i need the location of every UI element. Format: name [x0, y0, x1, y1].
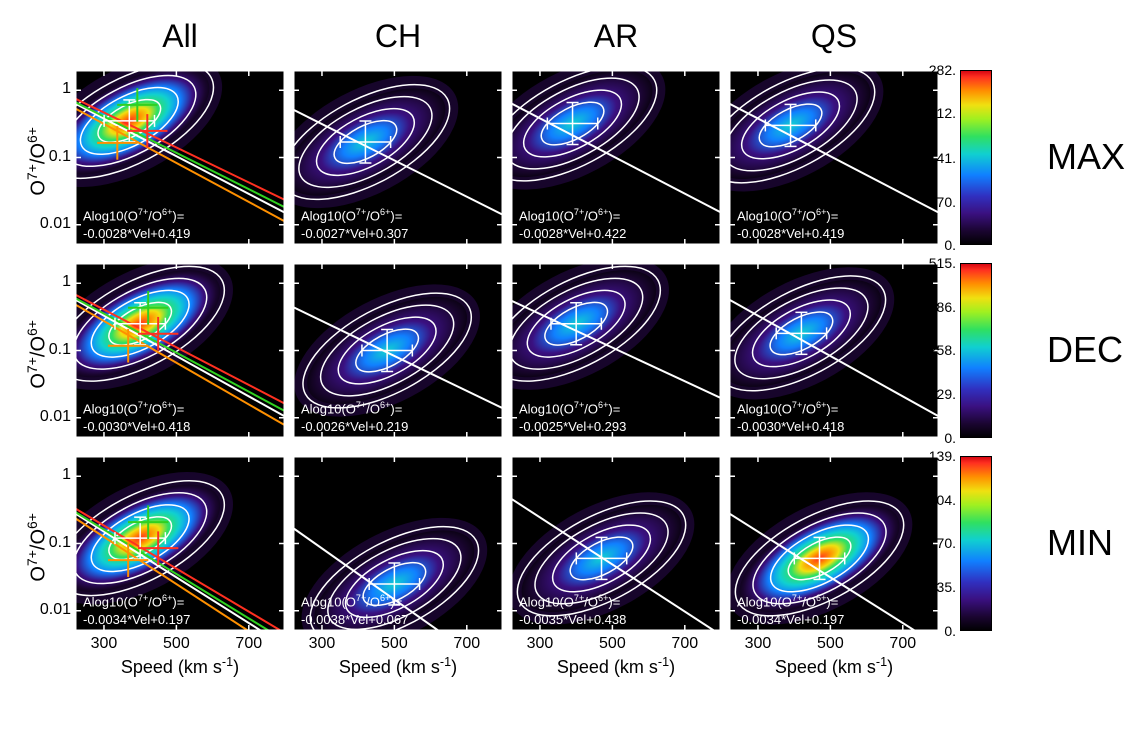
ylabel: O7+/O6+ — [24, 320, 51, 389]
colorbar-min: 0.35.70.104.139.Counts — [960, 456, 992, 631]
xtick: 300 — [520, 635, 560, 653]
panel-min_all: Alog10(O7+/O6+)= -0.0034*Vel+0.197 — [75, 456, 285, 631]
ytick: 0.01 — [31, 215, 71, 233]
ytick: 1 — [31, 466, 71, 484]
cbar-tick: 0. — [926, 237, 956, 253]
formula-value: -0.0038*Vel+0.067 — [301, 612, 408, 627]
formula-value: -0.0028*Vel+0.419 — [83, 226, 190, 241]
formula-header: Alog10(O7+/O6+)= — [519, 593, 620, 609]
xtick: 300 — [84, 635, 124, 653]
cbar-tick: 212. — [926, 105, 956, 121]
cbar-tick: 0. — [926, 430, 956, 446]
formula-header: Alog10(O7+/O6+)= — [83, 207, 184, 223]
formula-value: -0.0034*Vel+0.197 — [737, 612, 844, 627]
xtick: 500 — [810, 635, 850, 653]
formula-header: Alog10(O7+/O6+)= — [301, 593, 402, 609]
xtick: 300 — [738, 635, 778, 653]
panel-max_ar: Alog10(O7+/O6+)= -0.0028*Vel+0.422 — [511, 70, 721, 245]
col-header-qs: QS — [729, 18, 939, 55]
ytick: 1 — [31, 273, 71, 291]
col-header-ch: CH — [293, 18, 503, 55]
col-header-all: All — [75, 18, 285, 55]
formula-header: Alog10(O7+/O6+)= — [519, 400, 620, 416]
formula-value: -0.0028*Vel+0.419 — [737, 226, 844, 241]
panel-dec_ar: Alog10(O7+/O6+)= -0.0025*Vel+0.293 — [511, 263, 721, 438]
row-label-min: MIN — [1047, 522, 1113, 564]
formula-header: Alog10(O7+/O6+)= — [301, 207, 402, 223]
colorbar-dec: 0.129.258.386.515.Counts — [960, 263, 992, 438]
cbar-tick: 129. — [926, 386, 956, 402]
xtick: 700 — [229, 635, 269, 653]
panel-min_ar: Alog10(O7+/O6+)= -0.0035*Vel+0.438 — [511, 456, 721, 631]
formula-header: Alog10(O7+/O6+)= — [301, 400, 402, 416]
panel-dec_ch: Alog10(O7+/O6+)= -0.0026*Vel+0.219 — [293, 263, 503, 438]
row-label-dec: DEC — [1047, 329, 1123, 371]
ylabel: O7+/O6+ — [24, 513, 51, 582]
panel-max_ch: Alog10(O7+/O6+)= -0.0027*Vel+0.307 — [293, 70, 503, 245]
formula-header: Alog10(O7+/O6+)= — [83, 400, 184, 416]
xtick: 500 — [156, 635, 196, 653]
cbar-label: Counts — [916, 131, 934, 182]
formula-header: Alog10(O7+/O6+)= — [737, 400, 838, 416]
row-label-max: MAX — [1047, 136, 1125, 178]
panel-max_all: Alog10(O7+/O6+)= -0.0028*Vel+0.419 — [75, 70, 285, 245]
ylabel: O7+/O6+ — [24, 127, 51, 196]
xtick: 700 — [883, 635, 923, 653]
xlabel: Speed (km s-1) — [75, 655, 285, 678]
panel-dec_all: Alog10(O7+/O6+)= -0.0030*Vel+0.418 — [75, 263, 285, 438]
formula-header: Alog10(O7+/O6+)= — [737, 207, 838, 223]
xtick: 500 — [374, 635, 414, 653]
formula-header: Alog10(O7+/O6+)= — [83, 593, 184, 609]
cbar-tick: 515. — [926, 255, 956, 271]
xtick: 700 — [665, 635, 705, 653]
formula-value: -0.0026*Vel+0.219 — [301, 419, 408, 434]
ytick: 0.01 — [31, 601, 71, 619]
cbar-tick: 70. — [926, 194, 956, 210]
xlabel: Speed (km s-1) — [293, 655, 503, 678]
formula-value: -0.0025*Vel+0.293 — [519, 419, 626, 434]
formula-value: -0.0034*Vel+0.197 — [83, 612, 190, 627]
panel-min_qs: Alog10(O7+/O6+)= -0.0034*Vel+0.197 — [729, 456, 939, 631]
cbar-label: Counts — [916, 324, 934, 375]
xtick: 300 — [302, 635, 342, 653]
panel-min_ch: Alog10(O7+/O6+)= -0.0038*Vel+0.067 — [293, 456, 503, 631]
xlabel: Speed (km s-1) — [511, 655, 721, 678]
ytick: 0.01 — [31, 408, 71, 426]
panel-dec_qs: Alog10(O7+/O6+)= -0.0030*Vel+0.418 — [729, 263, 939, 438]
cbar-tick: 282. — [926, 62, 956, 78]
cbar-label: Counts — [916, 517, 934, 568]
xtick: 500 — [592, 635, 632, 653]
cbar-tick: 104. — [926, 492, 956, 508]
cbar-tick: 35. — [926, 579, 956, 595]
formula-value: -0.0027*Vel+0.307 — [301, 226, 408, 241]
formula-value: -0.0030*Vel+0.418 — [83, 419, 190, 434]
cbar-tick: 139. — [926, 448, 956, 464]
xtick: 700 — [447, 635, 487, 653]
formula-header: Alog10(O7+/O6+)= — [519, 207, 620, 223]
formula-header: Alog10(O7+/O6+)= — [737, 593, 838, 609]
formula-value: -0.0028*Vel+0.422 — [519, 226, 626, 241]
formula-value: -0.0030*Vel+0.418 — [737, 419, 844, 434]
cbar-tick: 0. — [926, 623, 956, 639]
col-header-ar: AR — [511, 18, 721, 55]
ytick: 1 — [31, 80, 71, 98]
xlabel: Speed (km s-1) — [729, 655, 939, 678]
panel-max_qs: Alog10(O7+/O6+)= -0.0028*Vel+0.419 — [729, 70, 939, 245]
formula-value: -0.0035*Vel+0.438 — [519, 612, 626, 627]
colorbar-max: 0.70.141.212.282.Counts — [960, 70, 992, 245]
cbar-tick: 386. — [926, 299, 956, 315]
